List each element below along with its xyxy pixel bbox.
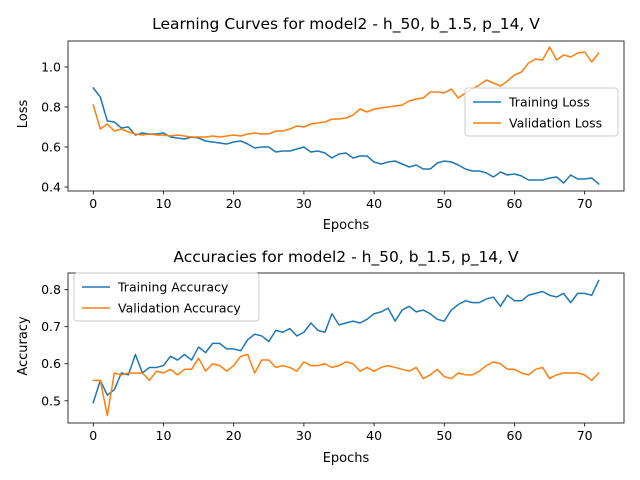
accuracy-x-tick-label: 10: [156, 428, 172, 443]
loss-x-tick-label: 60: [507, 196, 523, 211]
accuracy-legend-label-1: Training Accuracy: [117, 280, 229, 295]
accuracy-legend-box: [73, 272, 260, 322]
loss-x-tick-label: 0: [89, 196, 97, 211]
accuracy-series-line-1: [92, 279, 600, 404]
loss-x-tick-label: 10: [156, 196, 172, 211]
accuracy-chart-title: Accuracies for model2 - h_50, b_1.5, p_1…: [173, 248, 519, 267]
accuracy-series-line-2: [92, 353, 600, 417]
accuracy-x-tick-label: 70: [577, 428, 593, 443]
loss-y-tick-label: 0.6: [41, 140, 61, 155]
accuracy-x-tick-label: 60: [507, 428, 523, 443]
loss-legend-label-2: Validation Loss: [509, 116, 602, 131]
accuracy-legend: Training Accuracy Validation Accuracy: [73, 272, 260, 322]
accuracy-legend-label-2: Validation Accuracy: [118, 301, 241, 316]
loss-legend-label-1: Training Loss: [508, 95, 590, 110]
loss-x-tick-label: 40: [366, 196, 382, 211]
loss-series-line-1: [92, 86, 600, 186]
accuracy-x-tick-label: 0: [89, 428, 97, 443]
accuracy-x-tick-label: 50: [436, 428, 452, 443]
accuracy-y-tick-label: 0.8: [41, 282, 61, 297]
loss-x-tick-label: 50: [436, 196, 452, 211]
loss-y-tick-label: 0.8: [41, 100, 61, 115]
loss-x-tick-label: 70: [577, 196, 593, 211]
loss-x-tick-label: 20: [226, 196, 242, 211]
accuracy-y-axis-label: Accuracy: [16, 316, 31, 376]
loss-subplot: Learning Curves for model2 - h_50, b_1.5…: [16, 15, 625, 233]
accuracy-y-tick-label: 0.5: [41, 393, 61, 408]
loss-axes-frame: [67, 40, 625, 192]
loss-plot-area: 0 10 20 30 40 50 60 70 0.4 0.6 0.8 1.0 Training Loss…: [41, 40, 625, 211]
accuracy-plot-area: 0 10 20 30 40 50 60 70 0.5 0.6 0.7 0.8 Training Accu…: [41, 272, 625, 443]
loss-chart-title: Learning Curves for model2 - h_50, b_1.5…: [152, 15, 540, 34]
accuracy-x-axis-label: Epochs: [323, 451, 370, 466]
loss-x-tick-label: 30: [296, 196, 312, 211]
loss-legend: Training Loss Validation Loss: [464, 87, 619, 137]
loss-x-axis-label: Epochs: [323, 218, 370, 233]
loss-y-axis-label: Loss: [16, 100, 31, 129]
accuracy-x-tick-label: 20: [226, 428, 242, 443]
loss-legend-box: [464, 87, 619, 137]
accuracy-y-tick-label: 0.7: [41, 319, 61, 334]
loss-y-tick-label: 1.0: [41, 60, 61, 75]
accuracy-x-tick-label: 40: [366, 428, 382, 443]
accuracy-subplot: Accuracies for model2 - h_50, b_1.5, p_1…: [16, 248, 625, 466]
loss-y-tick-label: 0.4: [41, 180, 61, 195]
accuracy-y-tick-label: 0.6: [41, 356, 61, 371]
accuracy-x-tick-label: 30: [296, 428, 312, 443]
accuracy-axes-frame: [67, 272, 625, 424]
loss-series-line-2: [92, 46, 600, 138]
